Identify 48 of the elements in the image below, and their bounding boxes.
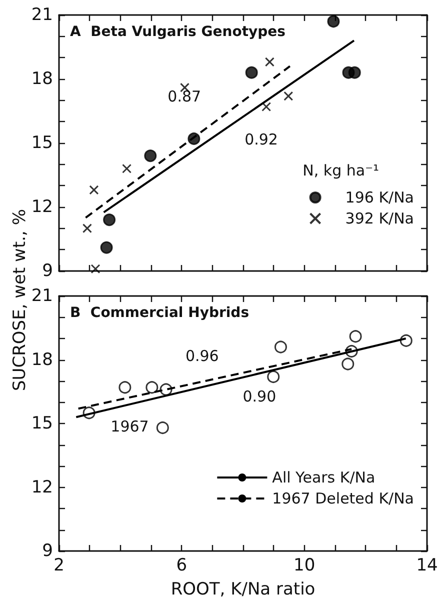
x-axis-title: ROOT, K/Na ratio [170,580,316,600]
text: B Commercial Hybrids [70,305,250,321]
x-tick-label: 10 [294,556,316,576]
y-tick-label: 21 [31,286,53,306]
point [327,15,340,28]
point [267,370,280,383]
text: A Beta Vulgaris Genotypes [70,24,286,40]
x-tick-label: 2 [54,556,64,576]
y-tick-label: 15 [31,133,53,153]
annotation: 0.96 [185,347,219,365]
y-axis-title: SUCROSE, wet wt., % [10,208,30,392]
legend-label: 392 K/Na [345,210,414,228]
y-tick-label: 12 [31,197,53,217]
point [144,150,157,162]
x-tick-label: 14 [416,556,438,576]
point [89,185,99,195]
point [122,164,132,174]
x-tick-label: 6 [176,556,188,576]
legend-title: N, kg ha⁻¹ [302,162,380,180]
point [342,358,354,370]
annotation: 0.90 [242,388,276,406]
point [146,381,158,394]
point [274,340,287,354]
point [284,91,294,101]
point [156,422,169,434]
y-tick-label: 21 [31,5,53,25]
y-tick-label: 9 [42,541,53,561]
y-tick-label: 9 [42,261,53,281]
point [90,264,100,274]
point [100,241,113,254]
y-tick-label: 15 [31,414,53,434]
y-tick-label: 12 [31,477,53,498]
point [245,66,258,79]
annotation: 1967 [110,417,149,436]
legend-label: 1967 Deleted K/Na [272,490,414,508]
y-tick-label: 18 [31,350,53,370]
legend-label: All Years K/Na [272,468,376,486]
point [348,66,361,79]
annotation: 0.87 [168,88,202,106]
point [264,57,274,67]
point [349,330,362,343]
annotation: 0.92 [244,130,278,148]
point [103,214,116,226]
point [262,102,272,112]
legend-label: 196 K/Na [345,188,414,206]
y-tick-label: 18 [31,69,53,89]
point [118,381,132,394]
point [82,224,92,234]
